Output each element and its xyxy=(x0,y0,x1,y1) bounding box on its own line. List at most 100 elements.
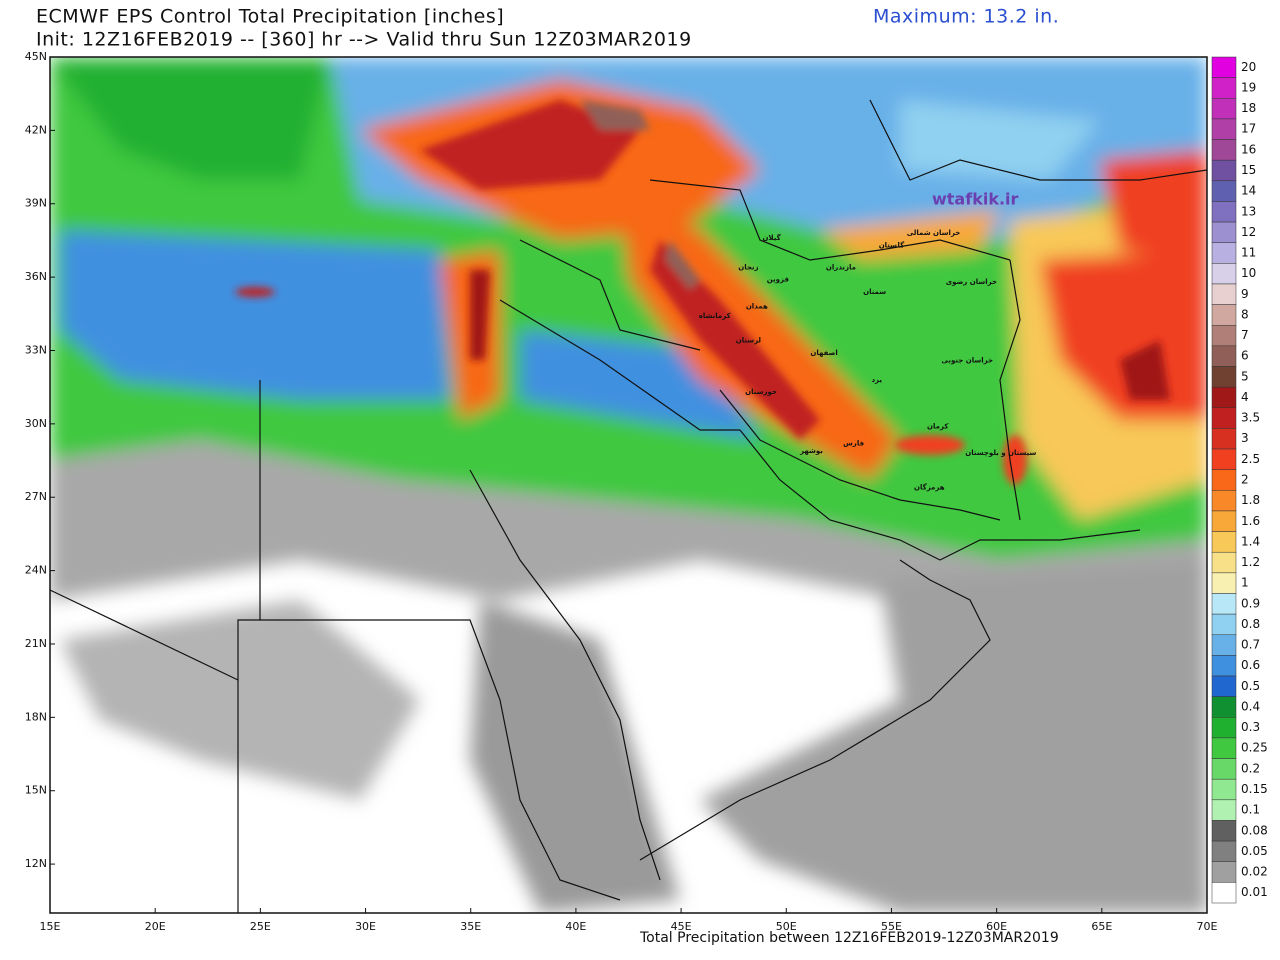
colorbar-swatch xyxy=(1211,469,1237,491)
lat-tick-label: 42N xyxy=(25,123,47,136)
colorbar-label: 0.3 xyxy=(1241,720,1260,734)
colorbar-label: 16 xyxy=(1241,142,1256,156)
colorbar-label: 10 xyxy=(1241,266,1256,280)
colorbar-swatch xyxy=(1211,221,1237,243)
colorbar-swatch xyxy=(1211,820,1237,842)
colorbar-label: 19 xyxy=(1241,80,1256,94)
title: ECMWF EPS Control Total Precipitation [i… xyxy=(36,6,504,28)
colorbar-swatch xyxy=(1211,717,1237,739)
lat-tick-label: 21N xyxy=(25,637,47,650)
colorbar-label: 12 xyxy=(1241,225,1256,239)
colorbar-label: 0.08 xyxy=(1241,823,1268,837)
province-label: خراسان شمالی xyxy=(907,229,961,237)
lon-tick-label: 30E xyxy=(355,920,376,933)
colorbar-swatch xyxy=(1211,180,1237,202)
colorbar-label: 5 xyxy=(1241,369,1249,383)
province-label: فارس xyxy=(843,439,864,447)
colorbar-label: 0.4 xyxy=(1241,699,1260,713)
colorbar-label: 0.8 xyxy=(1241,617,1260,631)
colorbar-swatch xyxy=(1211,531,1237,553)
watermark: wtafkik.ir xyxy=(932,190,1019,209)
colorbar-label: 18 xyxy=(1241,101,1256,115)
colorbar-swatch xyxy=(1211,778,1237,801)
lon-tick-label: 45E xyxy=(671,920,692,933)
colorbar-label: 8 xyxy=(1241,307,1249,321)
lat-tick-label: 39N xyxy=(25,197,47,210)
lat-tick-label: 36N xyxy=(25,270,47,283)
colorbar-label: 0.7 xyxy=(1241,638,1260,652)
province-label: گیلان xyxy=(762,233,781,242)
colorbar-label: 0.1 xyxy=(1241,803,1260,817)
subtitle: Init: 12Z16FEB2019 -- [360] hr --> Valid… xyxy=(36,29,692,51)
colorbar-swatch xyxy=(1211,634,1237,656)
caption: Total Precipitation between 12Z16FEB2019… xyxy=(639,930,1059,946)
colorbar-swatch xyxy=(1211,283,1237,305)
lat-tick-label: 27N xyxy=(25,490,47,503)
map-frame xyxy=(49,56,1208,914)
lat-tick-label: 24N xyxy=(25,564,47,577)
lat-tick-label: 12N xyxy=(25,857,47,870)
colorbar-swatch xyxy=(1211,840,1237,862)
province-label: خراسان جنوبی xyxy=(941,356,993,364)
colorbar-swatch xyxy=(1211,593,1237,615)
colorbar-label: 20 xyxy=(1241,60,1256,74)
colorbar-label: 2.5 xyxy=(1241,452,1260,466)
colorbar-swatch xyxy=(1211,345,1237,367)
colorbar-swatch xyxy=(1211,510,1237,532)
province-label: خوزستان xyxy=(745,388,777,396)
province-label: سیستان و بلوچستان xyxy=(965,449,1036,457)
colorbar-swatch xyxy=(1211,263,1237,285)
colorbar-label: 0.9 xyxy=(1241,596,1260,610)
colorbar-label: 3 xyxy=(1241,431,1249,445)
colorbar-label: 17 xyxy=(1241,122,1256,136)
colorbar-label: 3.5 xyxy=(1241,411,1260,425)
colorbar-label: 0.15 xyxy=(1241,782,1268,796)
province-label: زنجان xyxy=(738,263,758,271)
colorbar-swatch xyxy=(1211,56,1237,78)
colorbar-swatch xyxy=(1211,448,1237,470)
colorbar-label: 0.5 xyxy=(1241,679,1260,693)
colorbar-label: 0.6 xyxy=(1241,658,1260,672)
province-label: اصفهان xyxy=(810,349,837,357)
colorbar-swatch xyxy=(1211,655,1237,677)
colorbar-swatch xyxy=(1211,490,1237,512)
colorbar-label: 7 xyxy=(1241,328,1249,342)
colorbar: 20 19 18 17 16 15 14 13 12 11 10 9 8 7 6 5 4 3.5 3 2.5 2 1.8 1… xyxy=(1211,56,1268,904)
colorbar-label: 9 xyxy=(1241,287,1249,301)
colorbar-swatch xyxy=(1211,139,1237,161)
colorbar-label: 13 xyxy=(1241,204,1256,218)
lon-tick-label: 15E xyxy=(40,920,61,933)
colorbar-swatch xyxy=(1211,98,1237,120)
colorbar-swatch xyxy=(1211,428,1237,450)
lat-tick-label: 18N xyxy=(25,710,47,723)
colorbar-swatch xyxy=(1211,242,1237,264)
axis-ticks: 15E 20E 25E 30E 35E 40E 45E 50E 55E 60E 65E 70E 45N 4… xyxy=(25,50,1218,933)
lon-tick-label: 50E xyxy=(776,920,797,933)
province-label: یزد xyxy=(871,376,882,384)
colorbar-label: 0.02 xyxy=(1241,865,1268,879)
colorbar-swatch xyxy=(1211,159,1237,182)
lon-tick-label: 20E xyxy=(145,920,166,933)
province-label: خراسان رضوی xyxy=(946,278,997,286)
colorbar-swatch xyxy=(1211,118,1237,140)
colorbar-label: 0.01 xyxy=(1241,885,1268,899)
province-label: لرستان xyxy=(736,337,762,345)
colorbar-swatch xyxy=(1211,304,1237,326)
colorbar-label: 2 xyxy=(1241,473,1249,487)
lon-tick-label: 40E xyxy=(565,920,586,933)
lon-tick-label: 25E xyxy=(250,920,271,933)
colorbar-label: 0.25 xyxy=(1241,741,1268,755)
province-label: گلستان xyxy=(879,240,905,249)
lon-tick-label: 55E xyxy=(881,920,902,933)
colorbar-label: 1.4 xyxy=(1241,534,1260,548)
province-label: کرمانشاه xyxy=(699,312,732,320)
lon-tick-label: 70E xyxy=(1197,920,1218,933)
colorbar-label: 14 xyxy=(1241,184,1256,198)
colorbar-swatch xyxy=(1211,386,1237,409)
colorbar-swatch xyxy=(1211,861,1237,883)
lon-tick-label: 60E xyxy=(986,920,1007,933)
colorbar-swatch xyxy=(1211,737,1237,759)
lat-tick-label: 30N xyxy=(25,417,47,430)
